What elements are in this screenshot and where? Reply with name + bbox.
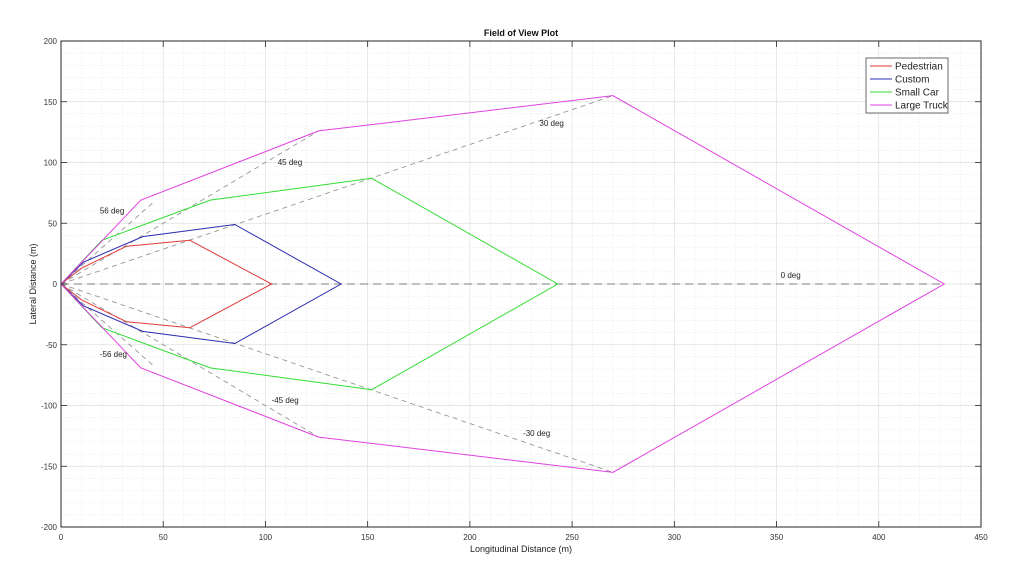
x-tick-label: 0 bbox=[59, 533, 64, 542]
angle-label: -56 deg bbox=[100, 350, 127, 359]
angle-label: 56 deg bbox=[100, 207, 124, 216]
y-tick-label: -150 bbox=[41, 462, 58, 471]
tick-labels: 0 50 100 150 200 250 300 350 400 450 -200 -150 -100 -… bbox=[41, 37, 988, 542]
y-axis-label: Lateral Distance (m) bbox=[28, 243, 38, 324]
reference-line bbox=[60, 283, 319, 438]
reference-line bbox=[60, 283, 154, 366]
series-pedestrian bbox=[60, 239, 273, 329]
x-tick-label: 350 bbox=[770, 533, 784, 542]
legend-label: Large Truck bbox=[895, 101, 949, 112]
chart-title: Field of View Plot bbox=[484, 28, 558, 38]
angle-annotations: 56 deg 45 deg 30 deg 0 deg -30 deg -45 deg -56… bbox=[100, 119, 801, 438]
y-tick-label: 100 bbox=[44, 159, 58, 168]
x-tick-label: 150 bbox=[361, 533, 375, 542]
x-tick-label: 450 bbox=[974, 533, 988, 542]
reference-line bbox=[60, 283, 614, 473]
y-tick-label: -200 bbox=[41, 523, 58, 532]
reference-line bbox=[60, 130, 319, 285]
reference-angle-lines bbox=[60, 95, 945, 473]
angle-label: 0 deg bbox=[781, 271, 801, 280]
x-tick-label: 200 bbox=[463, 533, 477, 542]
x-tick-label: 50 bbox=[159, 533, 168, 542]
y-tick-label: 50 bbox=[48, 219, 57, 228]
angle-label: -30 deg bbox=[523, 429, 550, 438]
x-tick-label: 100 bbox=[259, 533, 273, 542]
y-tick-label: 200 bbox=[44, 37, 58, 46]
series-custom bbox=[60, 223, 343, 345]
data-series bbox=[60, 95, 946, 473]
x-axis-label: Longitudinal Distance (m) bbox=[470, 544, 572, 554]
series-large-truck bbox=[60, 95, 946, 473]
legend-label: Custom bbox=[895, 75, 929, 86]
reference-line bbox=[60, 202, 154, 285]
reference-line bbox=[60, 95, 614, 285]
y-tick-label: 0 bbox=[53, 280, 58, 289]
legend: Pedestrian Custom Small Car Large Truck bbox=[865, 57, 949, 114]
legend-label: Small Car bbox=[895, 88, 940, 99]
series-small-car bbox=[60, 177, 559, 391]
x-tick-label: 250 bbox=[565, 533, 579, 542]
angle-label: 30 deg bbox=[539, 119, 563, 128]
y-tick-label: 150 bbox=[44, 98, 58, 107]
x-tick-label: 300 bbox=[668, 533, 682, 542]
y-tick-label: -100 bbox=[41, 402, 58, 411]
x-tick-label: 400 bbox=[872, 533, 886, 542]
legend-label: Pedestrian bbox=[895, 62, 943, 73]
legend-box bbox=[865, 57, 949, 114]
angle-label: 45 deg bbox=[278, 158, 302, 167]
angle-label: -45 deg bbox=[272, 396, 299, 405]
y-tick-label: -50 bbox=[45, 341, 57, 350]
